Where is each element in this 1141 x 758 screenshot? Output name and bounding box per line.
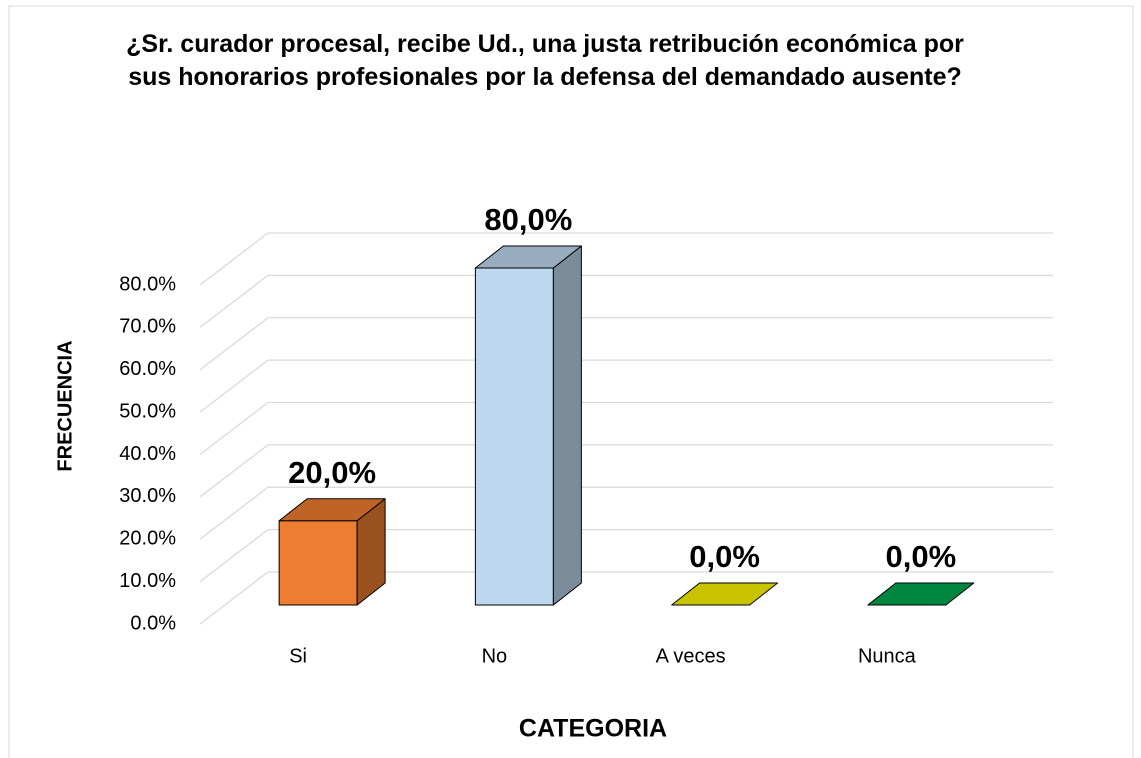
bar-front bbox=[278, 520, 358, 606]
x-tick-label: No bbox=[482, 645, 508, 667]
chart-title: ¿Sr. curador procesal, recibe Ud., una j… bbox=[126, 30, 964, 91]
x-tick-label: A veces bbox=[656, 645, 726, 667]
grid-line-side bbox=[199, 529, 269, 583]
y-tick-label: 40.0% bbox=[119, 443, 176, 465]
grid-line-side bbox=[199, 571, 269, 625]
x-tick-label: Nunca bbox=[858, 645, 917, 667]
y-tick-label: 20.0% bbox=[119, 528, 176, 550]
y-tick-label: 60.0% bbox=[119, 358, 176, 380]
y-tick-label: 0.0% bbox=[130, 612, 176, 634]
y-tick-label: 10.0% bbox=[119, 570, 176, 592]
bar-top bbox=[278, 498, 386, 522]
chart-border bbox=[8, 5, 1134, 758]
y-tick-label: 70.0% bbox=[119, 316, 176, 338]
x-axis-title: CATEGORIA bbox=[519, 715, 667, 743]
y-tick-label: 50.0% bbox=[119, 400, 176, 422]
data-label: 0,0% bbox=[689, 539, 760, 574]
bar-top bbox=[867, 582, 975, 606]
y-axis-title: FRECUENCIA bbox=[54, 340, 76, 471]
grid-line-side bbox=[199, 401, 269, 456]
data-label: 80,0% bbox=[484, 202, 572, 237]
grid-line-side bbox=[199, 359, 269, 413]
bar-top bbox=[474, 245, 582, 269]
data-label: 20,0% bbox=[288, 455, 376, 490]
bar-top bbox=[671, 582, 779, 606]
grid-line-side bbox=[199, 317, 269, 371]
x-tick-label: Si bbox=[289, 645, 307, 667]
y-tick-label: 80.0% bbox=[119, 273, 176, 295]
y-tick-label: 30.0% bbox=[119, 485, 176, 507]
bar-side bbox=[552, 245, 582, 606]
bar-front bbox=[474, 267, 554, 606]
grid-line-side bbox=[199, 486, 269, 540]
data-label: 0,0% bbox=[886, 539, 957, 574]
grid-line-side bbox=[199, 232, 269, 286]
grid-line-side bbox=[199, 274, 269, 328]
grid-line-side bbox=[199, 444, 269, 498]
